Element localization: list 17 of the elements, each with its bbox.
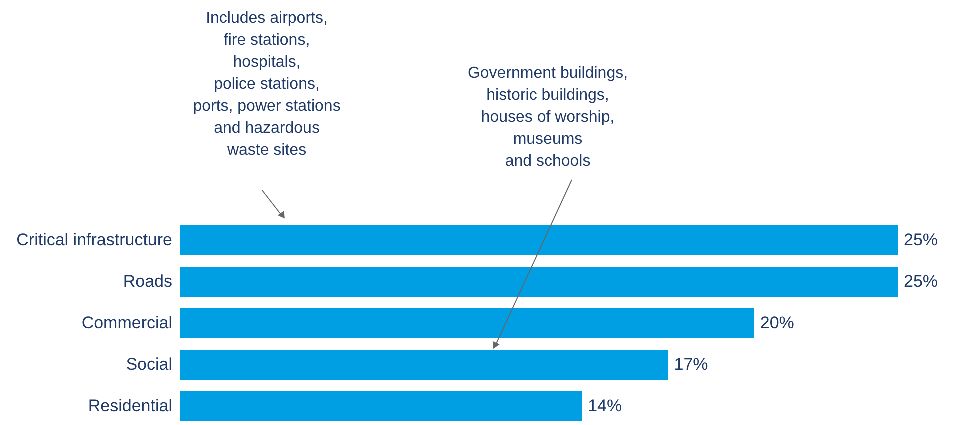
data-label: 25% — [904, 230, 938, 250]
y-tick-label: Residential — [88, 396, 172, 416]
bar — [180, 308, 754, 338]
data-label: 20% — [760, 314, 794, 332]
data-label: 25% — [904, 272, 938, 291]
bar — [180, 392, 582, 422]
bar — [180, 266, 898, 297]
y-tick-label: Commercial — [82, 314, 172, 332]
bar — [180, 225, 898, 256]
bar — [180, 350, 668, 380]
y-tick-label: Roads — [123, 272, 172, 291]
text: Government buildings, historic buildings, houses of worship, museums and schools — [468, 65, 628, 170]
data-label: 17% — [674, 355, 708, 374]
text: Includes airports, fire stations, hospitals, police stations, ports, power stations and hazardous waste sites — [193, 10, 341, 159]
y-tick-label: Social — [126, 355, 172, 374]
y-tick-label: Critical infrastructure — [16, 230, 172, 250]
data-label: 14% — [588, 396, 622, 416]
